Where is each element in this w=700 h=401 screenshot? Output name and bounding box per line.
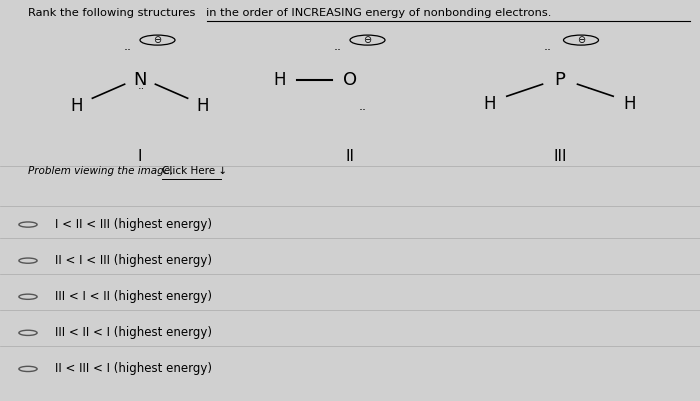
Text: H: H — [197, 97, 209, 115]
Text: H: H — [71, 97, 83, 115]
Text: I < II < III (highest energy): I < II < III (highest energy) — [55, 218, 211, 231]
Text: I: I — [138, 149, 142, 164]
Text: Rank the following structures: Rank the following structures — [28, 8, 199, 18]
Text: ··: ·· — [333, 44, 342, 57]
Text: II < III < I (highest energy): II < III < I (highest energy) — [55, 363, 211, 375]
Text: III < I < II (highest energy): III < I < II (highest energy) — [55, 290, 211, 303]
Text: P: P — [554, 71, 566, 89]
Text: ⊖: ⊖ — [363, 35, 372, 45]
Text: ··: ·· — [543, 44, 552, 57]
Text: III: III — [553, 149, 567, 164]
Text: ⊖: ⊖ — [577, 35, 585, 45]
Text: ··: ·· — [138, 84, 145, 94]
Text: Problem viewing the image,: Problem viewing the image, — [28, 166, 176, 176]
Text: in the order of INCREASING energy of nonbonding electrons.: in the order of INCREASING energy of non… — [206, 8, 552, 18]
Text: ··: ·· — [123, 44, 132, 57]
Text: H: H — [624, 95, 636, 113]
Text: II < I < III (highest energy): II < I < III (highest energy) — [55, 254, 211, 267]
Text: H: H — [274, 71, 286, 89]
Text: H: H — [484, 95, 496, 113]
Text: Click Here ↓: Click Here ↓ — [162, 166, 228, 176]
Text: ··: ·· — [587, 84, 594, 94]
Text: ⊖: ⊖ — [153, 35, 162, 45]
Text: II: II — [346, 149, 354, 164]
Text: O: O — [343, 71, 357, 89]
Text: N: N — [133, 71, 147, 89]
Text: ··: ·· — [358, 104, 367, 117]
Text: III < II < I (highest energy): III < II < I (highest energy) — [55, 326, 211, 339]
